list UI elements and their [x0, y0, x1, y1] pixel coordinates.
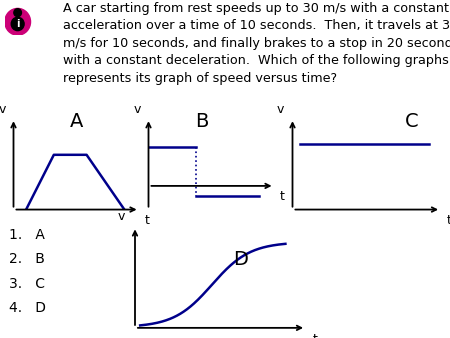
Circle shape	[11, 17, 24, 31]
Text: A car starting from rest speeds up to 30 m/s with a constant
acceleration over a: A car starting from rest speeds up to 30…	[63, 2, 450, 85]
Circle shape	[14, 9, 22, 17]
Text: 4.   D: 4. D	[9, 301, 46, 315]
Text: C: C	[405, 113, 418, 131]
Text: t: t	[279, 191, 284, 203]
Text: t: t	[313, 333, 318, 338]
Text: B: B	[195, 113, 208, 131]
Text: 3.   C: 3. C	[9, 277, 45, 291]
Text: 2.   B: 2. B	[9, 252, 45, 266]
Text: 1.   A: 1. A	[9, 228, 45, 242]
Text: v: v	[276, 102, 284, 116]
Text: A: A	[70, 113, 83, 131]
Text: D: D	[234, 250, 248, 269]
Text: v: v	[134, 102, 141, 116]
Circle shape	[5, 8, 31, 35]
Text: i: i	[16, 19, 19, 29]
Text: v: v	[0, 102, 6, 116]
Text: t: t	[447, 214, 450, 227]
Text: t: t	[144, 214, 149, 227]
Text: v: v	[117, 211, 125, 223]
